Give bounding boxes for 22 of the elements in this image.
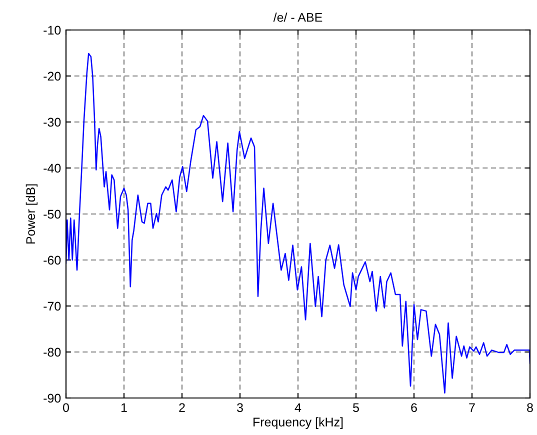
x-tick-label: 3 [237, 403, 243, 412]
y-tick-label: -20 [44, 72, 61, 81]
y-tick-label: -80 [44, 348, 61, 357]
x-tick-label: 5 [353, 403, 359, 412]
x-tick-label: 2 [179, 403, 185, 412]
line-series [66, 52, 530, 394]
x-tick-label: 1 [121, 403, 127, 412]
chart-title: /e/ - ABE [273, 12, 322, 22]
y-axis-title: Power [dB] [26, 184, 38, 244]
y-tick-label: -50 [44, 210, 61, 219]
y-tick-label: -40 [44, 164, 61, 173]
x-tick-label: 0 [63, 403, 69, 412]
y-tick-label: -70 [44, 302, 61, 311]
x-tick-label: 7 [469, 403, 475, 412]
x-tick-label: 4 [294, 403, 302, 412]
y-tick-label: -30 [44, 118, 61, 127]
x-axis-title: Frequency [kHz] [254, 417, 343, 429]
x-tick-label: 8 [527, 403, 533, 412]
y-tick-label: -10 [44, 26, 61, 35]
y-tick-label: -90 [44, 394, 61, 403]
x-tick-label: 6 [411, 403, 417, 412]
y-tick-label: -60 [44, 256, 61, 265]
